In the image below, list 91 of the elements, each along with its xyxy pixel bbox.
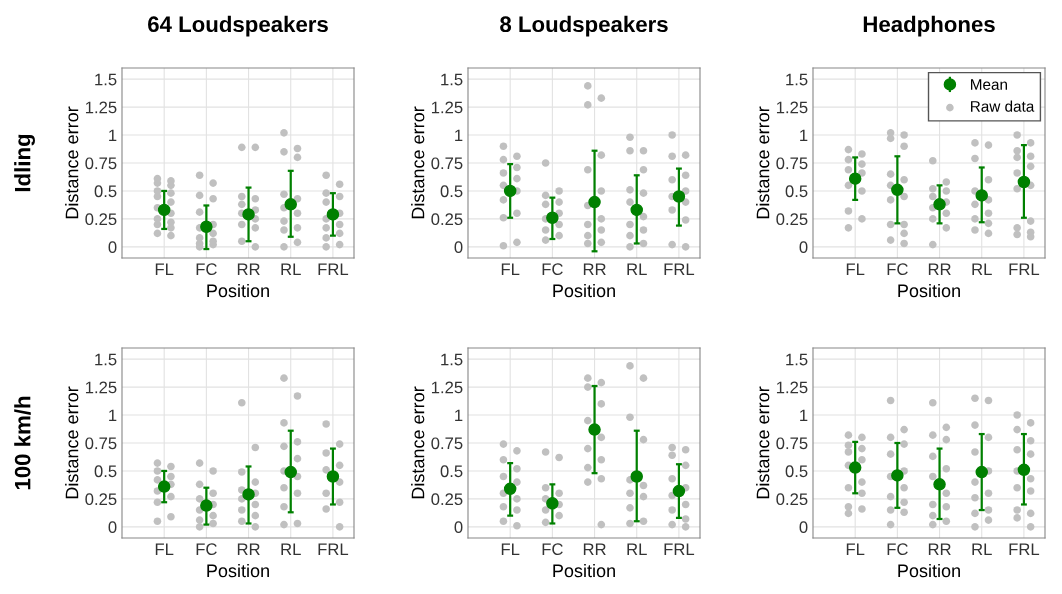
y-tick-label: 0.25 [776,213,808,226]
x-tick-label: FC [196,543,217,556]
x-tick-label: FRL [1009,263,1040,275]
y-tick-label: 0.25 [776,493,808,506]
y-tick-label: 1.25 [431,101,463,114]
y-tick-label: 0.5 [94,465,117,478]
x-tick-label: FL [501,543,520,555]
x-tick-label: RL [627,543,647,555]
y-tick-label: 0.75 [85,437,117,450]
y-tick-label: 0.75 [431,157,463,170]
y-tick-label: 1 [109,129,117,142]
text: 100 km/h [14,396,31,490]
y-tick-label: 1.5 [786,73,808,86]
y-tick-label: 0.5 [785,185,808,198]
y-tick-label: 0.5 [440,465,463,478]
x-tick-label: RR [237,263,260,275]
y-tick-label: 1.25 [85,381,117,394]
y-tick-label: 1.5 [441,73,463,86]
x-tick-label: FRL [318,263,349,275]
y-axis-title: Distance error [411,106,425,219]
y-tick-label: 0.25 [85,213,117,226]
y-tick-label: 0.75 [431,437,463,450]
x-tick-label: FC [542,263,563,276]
x-tick-label: FRL [664,543,695,555]
y-tick-label: 0.75 [776,437,808,450]
x-tick-label: FL [846,263,865,275]
x-tick-label: FRL [1009,543,1040,555]
x-tick-label: FC [887,263,908,276]
y-tick-label: 0 [108,521,117,534]
x-tick-label: RL [972,543,992,555]
y-tick-label: 0 [799,521,808,534]
y-tick-label: 0.5 [440,185,463,198]
text: Idling [14,134,35,192]
x-tick-label: RL [627,263,647,275]
y-tick-label: 1.25 [776,381,808,394]
x-tick-label: RL [281,263,301,275]
x-tick-label: RR [237,543,260,555]
y-axis-title: Distance error [65,106,79,219]
y-tick-label: 1 [455,129,463,142]
x-tick-label: FC [542,543,563,556]
y-axis-title: Distance error [756,386,770,499]
x-tick-label: FC [196,263,217,276]
x-tick-label: RR [583,263,606,275]
y-tick-label: 0.25 [85,493,117,506]
x-axis-title: Position [553,283,615,298]
x-tick-label: FC [887,543,908,556]
chart-title: Headphones [863,15,995,37]
y-tick-label: 0 [108,241,117,254]
x-tick-label: FL [501,263,520,275]
y-tick-label: 1.5 [95,73,117,86]
x-tick-label: FL [155,543,174,555]
y-axis-title: Distance error [65,386,79,499]
chart-title: 8 Loudspeakers [500,15,668,37]
y-tick-label: 1 [455,409,463,422]
x-tick-label: FL [846,543,865,555]
x-tick-label: FL [155,263,174,275]
x-axis-title: Position [898,283,960,298]
y-axis-title: Distance error [756,106,770,219]
y-tick-label: 0.25 [431,213,463,226]
y-tick-label: 0 [799,241,808,254]
y-tick-label: 0.75 [85,157,117,170]
chart-title: 64 Loudspeakers [148,15,328,37]
x-tick-label: RL [972,263,992,275]
y-tick-label: 1.25 [85,101,117,114]
y-tick-label: 1.25 [776,101,808,114]
x-tick-label: RR [583,543,606,555]
y-tick-label: 0.5 [785,465,808,478]
x-tick-label: RR [928,543,951,555]
legend-label: Mean [971,79,1007,90]
y-tick-label: 1 [109,409,117,422]
y-tick-label: 1 [800,409,808,422]
x-axis-title: Position [207,283,269,298]
y-tick-label: 0.25 [431,493,463,506]
x-tick-label: FRL [318,543,349,555]
x-tick-label: RL [281,543,301,555]
x-axis-title: Position [898,563,960,578]
y-tick-label: 1.5 [95,353,117,366]
x-tick-label: FRL [664,263,695,275]
y-tick-label: 0.5 [94,185,117,198]
y-tick-label: 1.5 [786,353,808,366]
x-axis-title: Position [207,563,269,578]
y-tick-label: 0 [454,521,463,534]
y-axis-title: Distance error [411,386,425,499]
x-axis-title: Position [553,563,615,578]
y-tick-label: 1.25 [431,381,463,394]
y-tick-label: 0 [454,241,463,254]
y-tick-label: 0.75 [776,157,808,170]
y-tick-label: 1 [800,129,808,142]
y-tick-label: 1.5 [441,353,463,366]
x-tick-label: RR [928,263,951,275]
legend-label: Raw data [971,100,1035,112]
